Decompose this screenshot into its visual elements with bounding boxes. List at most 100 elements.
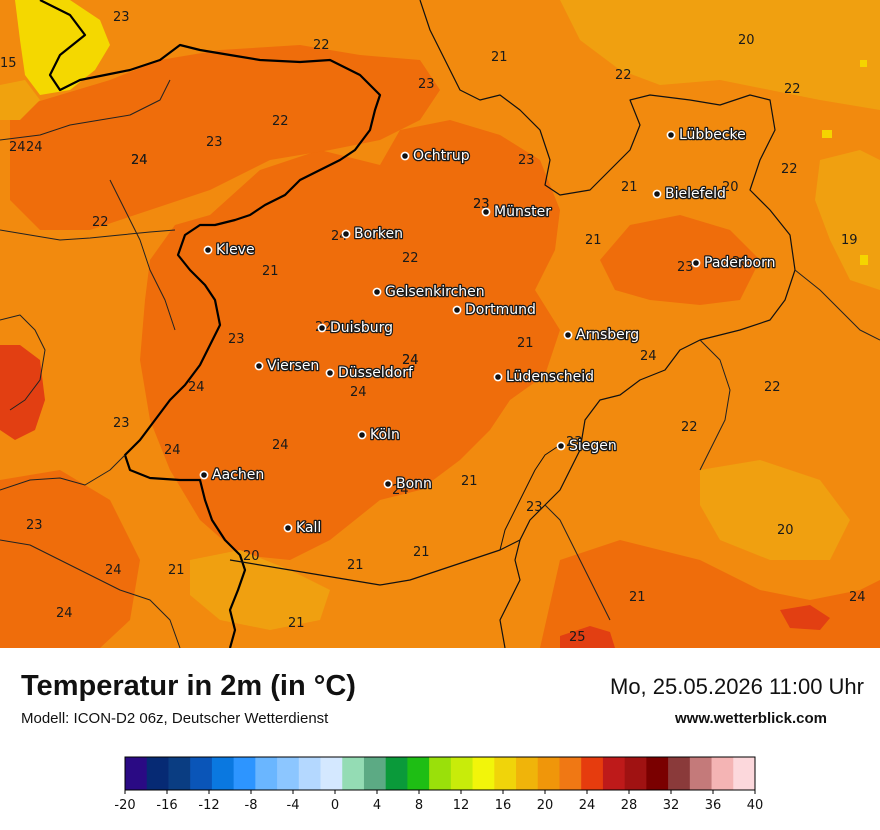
temperature-value: 22 <box>681 420 698 435</box>
border-state-south-2 <box>499 444 561 551</box>
temperature-value: 24 <box>272 438 289 453</box>
field-cool-northwest-edge <box>0 80 40 120</box>
temperature-value: 24 <box>105 563 122 578</box>
temperature-value: 23 <box>228 332 245 347</box>
legend-swatch <box>298 757 322 790</box>
temperature-value: 23 <box>677 260 694 275</box>
border-state <box>419 0 796 648</box>
temperature-value: 21 <box>461 474 478 489</box>
temperature-value: 24 <box>392 483 409 498</box>
city-label: Dortmund <box>465 302 536 318</box>
border-east-2 <box>794 269 880 341</box>
temperature-value: 21 <box>288 616 305 631</box>
city-label: Münster <box>494 204 551 220</box>
legend-tick-label: 36 <box>705 798 722 813</box>
temperature-value: 24 <box>56 606 73 621</box>
city-label: Duisburg <box>330 320 393 336</box>
legend-swatch <box>668 757 691 790</box>
temperature-value: 19 <box>841 233 858 248</box>
legend-swatch <box>450 757 474 790</box>
city-marker <box>283 523 293 533</box>
city-label: Aachen <box>212 467 264 483</box>
legend-swatch <box>537 757 560 790</box>
legend-swatch <box>363 757 387 790</box>
field-hot-west <box>0 345 45 440</box>
city-marker <box>372 287 382 297</box>
temperature-value: 24 <box>402 353 419 368</box>
legend-tick-label: 8 <box>415 798 423 813</box>
legend-tick-label: -12 <box>198 798 219 813</box>
field-cool-spot-3 <box>860 60 867 67</box>
legend-tick-label: 16 <box>495 798 512 813</box>
legend-swatch <box>646 757 669 790</box>
temperature-value: 22 <box>615 68 632 83</box>
border-region-3 <box>0 314 46 411</box>
legend-swatch <box>602 757 626 790</box>
temperature-value: 22 <box>272 114 289 129</box>
legend-swatch <box>211 757 235 790</box>
border-region-5 <box>0 539 181 648</box>
city-marker <box>691 258 701 268</box>
legend-tick-label: -20 <box>115 798 136 813</box>
legend-swatch <box>429 757 452 790</box>
legend-swatch <box>689 757 713 790</box>
legend-tick-label: -8 <box>245 798 258 813</box>
border-region-6 <box>109 179 176 331</box>
city-marker <box>652 189 662 199</box>
color-legend: -20 -16 -12 -8 -4 0 4 8 12 16 20 24 28 32 36 40 <box>115 756 763 813</box>
city-marker <box>666 130 676 140</box>
website-link[interactable]: www.wetterblick.com <box>675 710 827 727</box>
city-label: Gelsenkirchen <box>385 284 485 300</box>
forecast-datetime: Mo, 25.05.2026 11:00 Uhr <box>610 674 864 699</box>
city-marker <box>563 330 573 340</box>
temperature-value: 25 <box>569 630 586 645</box>
border-east-1 <box>699 339 731 471</box>
legend-swatch <box>624 757 647 790</box>
legend-tick-label: 40 <box>747 798 764 813</box>
temperature-value: 21 <box>262 264 279 279</box>
city-markers: Ochtrup Lübbecke Bielefeld Münster Borken Kle… <box>199 126 777 537</box>
temperature-value: 23 <box>518 153 535 168</box>
temperature-value: 21 <box>621 180 638 195</box>
legend-swatch <box>581 757 604 790</box>
temperature-value: 15 <box>0 56 17 71</box>
temperature-value: 23 <box>526 500 543 515</box>
border-region-1 <box>0 229 176 241</box>
legend-tick-label: 32 <box>663 798 680 813</box>
legend-swatch <box>146 757 169 790</box>
temperature-value: 23 <box>206 135 223 150</box>
legend-swatch <box>407 757 430 790</box>
temperature-value: 24 <box>26 140 43 155</box>
legend-ticks: -20 -16 -12 -8 -4 0 4 8 12 16 20 24 28 32 36 40 <box>115 790 763 813</box>
temperature-value: 21 <box>629 590 646 605</box>
field-cool-southeast <box>700 460 850 560</box>
legend-swatch <box>385 757 408 790</box>
temperature-value: 23 <box>113 416 130 431</box>
temperature-value: 24 <box>131 153 148 168</box>
legend-swatch <box>233 757 256 790</box>
city-marker <box>341 229 351 239</box>
temperature-value: 24 <box>402 353 419 368</box>
city-marker <box>325 368 335 378</box>
city-label: Lübbecke <box>679 127 746 143</box>
legend-tick-label: 20 <box>537 798 554 813</box>
temperature-value: 20 <box>243 549 260 564</box>
temperature-value: 21 <box>491 50 508 65</box>
temperature-value: 22 <box>781 162 798 177</box>
city-label: Arnsberg <box>576 327 639 343</box>
legend-tick-label: 12 <box>453 798 470 813</box>
legend-tick-label: 4 <box>373 798 381 813</box>
legend-swatch <box>559 757 582 790</box>
temperature-value: 23 <box>26 518 43 533</box>
city-label: Siegen <box>569 438 617 454</box>
temperature-field <box>0 0 880 648</box>
legend-swatch <box>516 757 539 790</box>
temperature-value: 20 <box>722 180 739 195</box>
legend-tick-label: 28 <box>621 798 638 813</box>
field-cool-northwest <box>15 0 110 95</box>
temperature-value: 24 <box>350 385 367 400</box>
legend-tick-label: -4 <box>287 798 300 813</box>
field-warm-north <box>10 45 440 230</box>
